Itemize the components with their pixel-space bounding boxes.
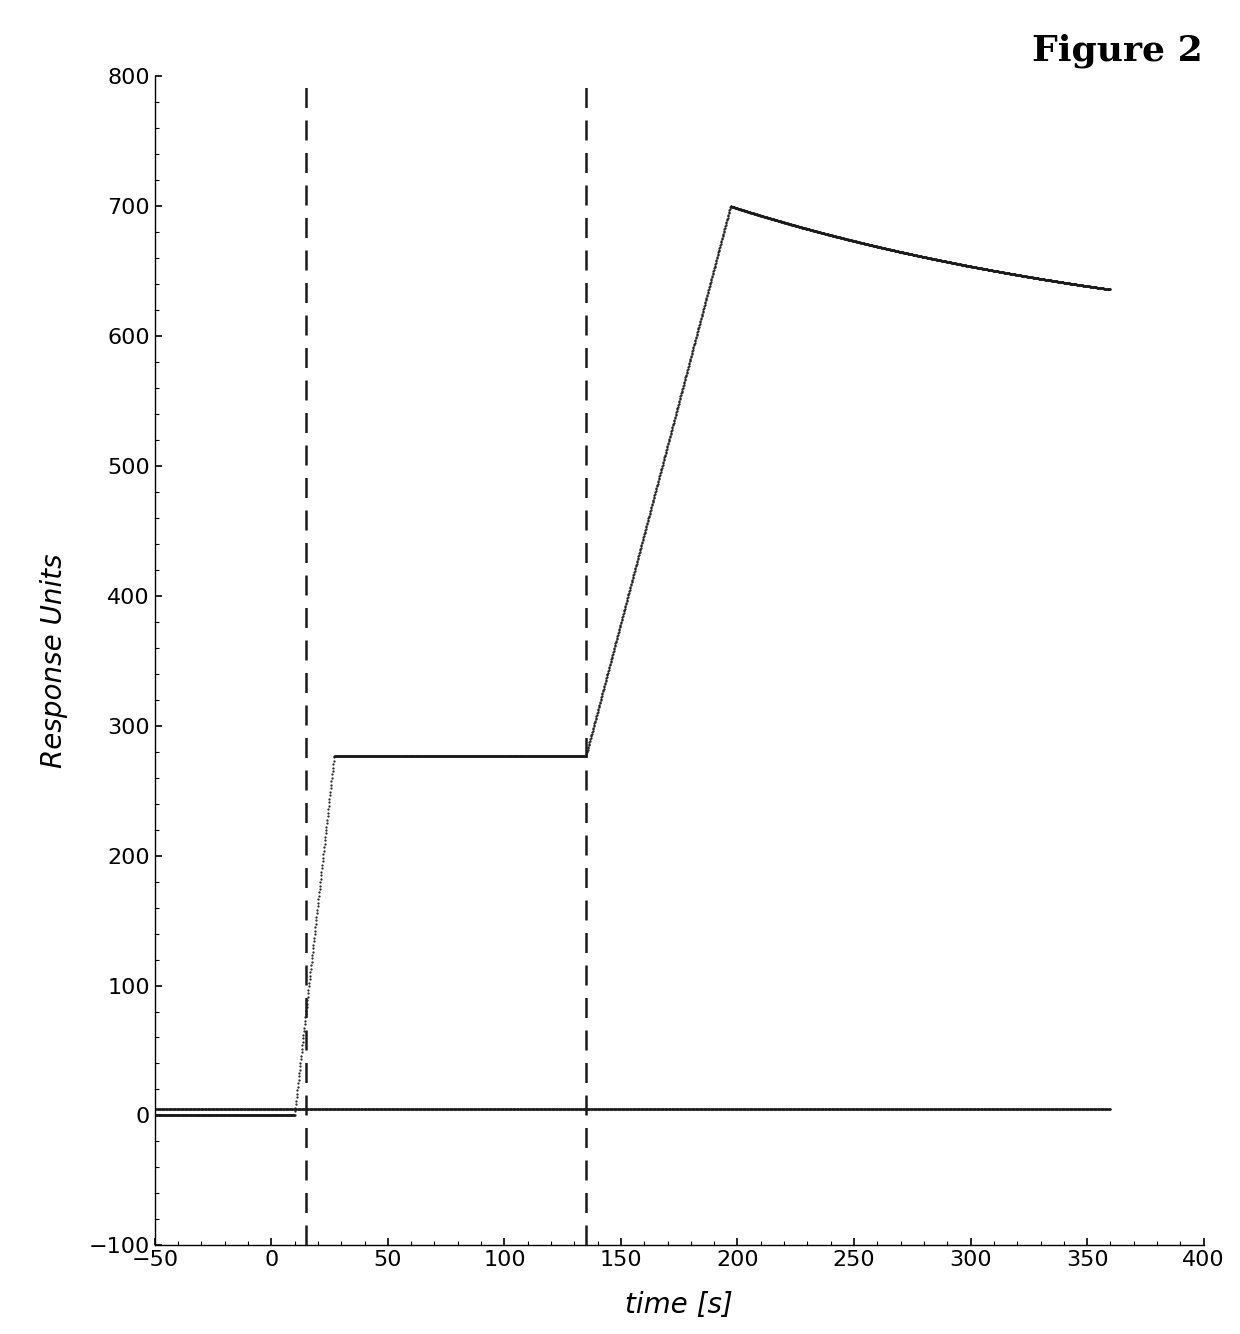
- Text: Figure 2: Figure 2: [1032, 33, 1203, 68]
- Y-axis label: Response Units: Response Units: [40, 554, 68, 768]
- X-axis label: time [s]: time [s]: [625, 1291, 733, 1319]
